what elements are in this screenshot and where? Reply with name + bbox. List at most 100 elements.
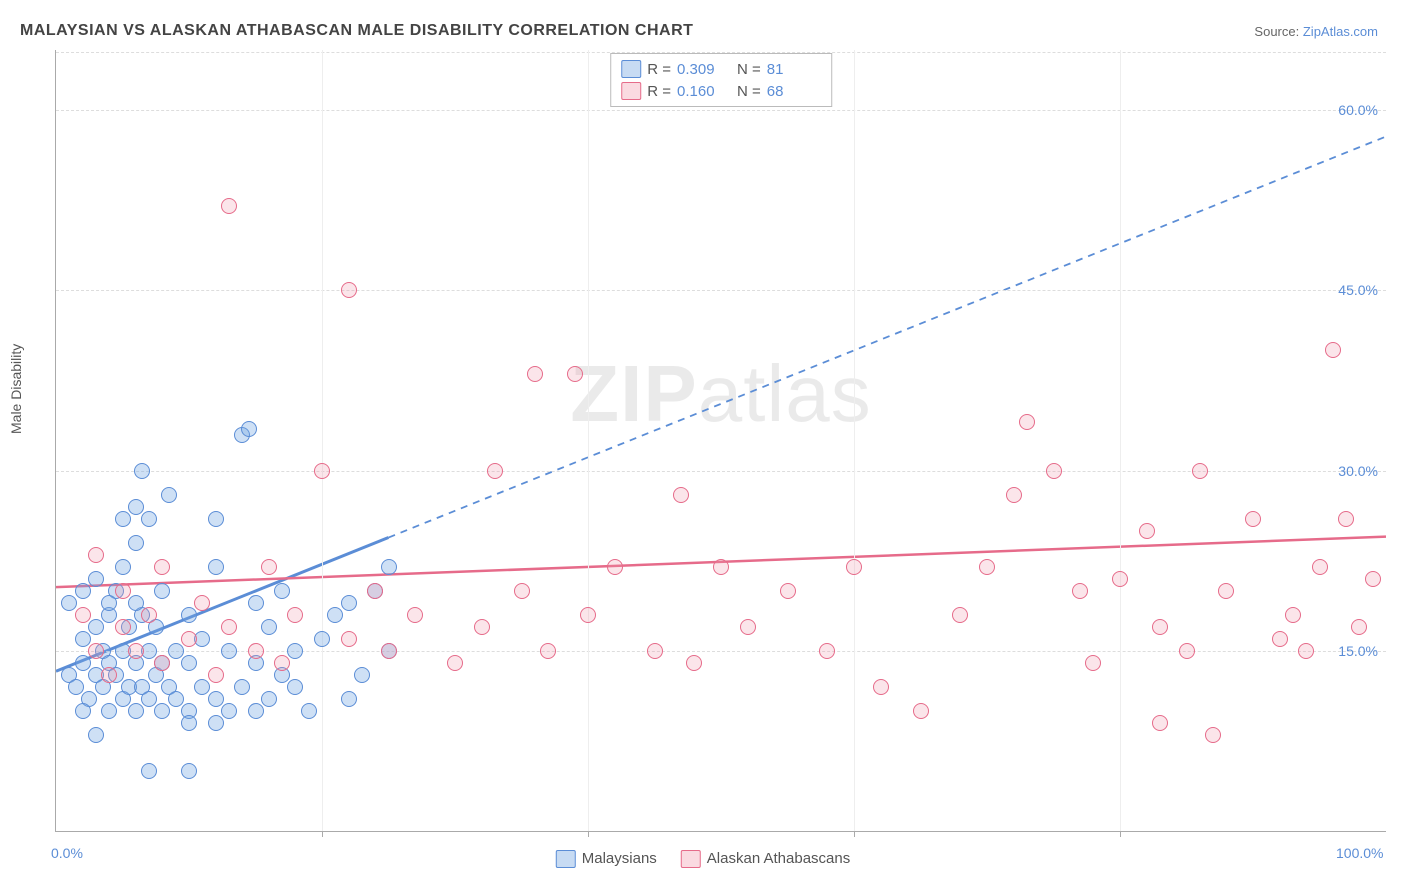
data-point (75, 703, 91, 719)
data-point (208, 559, 224, 575)
data-point (168, 643, 184, 659)
ytick-label: 60.0% (1338, 102, 1378, 118)
data-point (101, 667, 117, 683)
legend-swatch-pink (621, 82, 641, 100)
data-point (341, 282, 357, 298)
legend-item-blue: Malaysians (556, 850, 657, 868)
data-point (1351, 619, 1367, 635)
data-point (780, 583, 796, 599)
data-point (1325, 342, 1341, 358)
data-point (686, 655, 702, 671)
data-point (75, 583, 91, 599)
data-point (208, 715, 224, 731)
data-point (134, 463, 150, 479)
plot-area: ZIPatlas R = 0.309 N = 81 R = 0.160 N = … (55, 50, 1386, 832)
data-point (154, 655, 170, 671)
data-point (1312, 559, 1328, 575)
data-point (287, 607, 303, 623)
data-point (154, 559, 170, 575)
data-point (580, 607, 596, 623)
data-point (540, 643, 556, 659)
legend-item-pink: Alaskan Athabascans (681, 850, 850, 868)
data-point (181, 763, 197, 779)
data-point (1152, 619, 1168, 635)
data-point (314, 463, 330, 479)
data-point (261, 691, 277, 707)
data-point (713, 559, 729, 575)
ytick-label: 15.0% (1338, 643, 1378, 659)
data-point (61, 595, 77, 611)
data-point (248, 703, 264, 719)
data-point (128, 535, 144, 551)
data-point (75, 607, 91, 623)
data-point (101, 595, 117, 611)
data-point (952, 607, 968, 623)
data-point (1285, 607, 1301, 623)
data-point (1298, 643, 1314, 659)
data-point (740, 619, 756, 635)
data-point (341, 631, 357, 647)
data-point (221, 619, 237, 635)
data-point (274, 583, 290, 599)
data-point (115, 619, 131, 635)
data-point (181, 655, 197, 671)
data-point (354, 667, 370, 683)
data-point (1218, 583, 1234, 599)
xtick-label: 0.0% (51, 845, 83, 861)
y-axis-label: Male Disability (8, 344, 24, 434)
watermark: ZIPatlas (570, 348, 871, 440)
data-point (88, 727, 104, 743)
data-point (161, 487, 177, 503)
data-point (75, 631, 91, 647)
data-point (208, 511, 224, 527)
data-point (221, 198, 237, 214)
data-point (367, 583, 383, 599)
data-point (181, 715, 197, 731)
data-point (208, 691, 224, 707)
data-point (115, 511, 131, 527)
data-point (248, 643, 264, 659)
data-point (128, 595, 144, 611)
data-point (607, 559, 623, 575)
data-point (1019, 414, 1035, 430)
data-point (194, 679, 210, 695)
data-point (447, 655, 463, 671)
data-point (873, 679, 889, 695)
data-point (274, 655, 290, 671)
data-point (154, 583, 170, 599)
data-point (647, 643, 663, 659)
data-point (381, 559, 397, 575)
data-point (287, 679, 303, 695)
legend-row-pink: R = 0.160 N = 68 (621, 80, 821, 102)
data-point (221, 643, 237, 659)
data-point (88, 547, 104, 563)
data-point (88, 571, 104, 587)
data-point (1112, 571, 1128, 587)
chart-title: MALAYSIAN VS ALASKAN ATHABASCAN MALE DIS… (20, 22, 693, 40)
data-point (514, 583, 530, 599)
data-point (101, 703, 117, 719)
legend-stats: R = 0.309 N = 81 R = 0.160 N = 68 (610, 53, 832, 107)
data-point (314, 631, 330, 647)
data-point (194, 595, 210, 611)
data-point (115, 559, 131, 575)
data-point (1179, 643, 1195, 659)
data-point (128, 643, 144, 659)
data-point (261, 619, 277, 635)
data-point (341, 595, 357, 611)
data-point (567, 366, 583, 382)
xtick-label: 100.0% (1336, 845, 1383, 861)
data-point (241, 421, 257, 437)
data-point (381, 643, 397, 659)
data-point (88, 643, 104, 659)
gridline-h (56, 110, 1386, 111)
data-point (181, 607, 197, 623)
source-link[interactable]: ZipAtlas.com (1303, 24, 1378, 39)
legend-series: Malaysians Alaskan Athabascans (556, 850, 850, 868)
data-point (673, 487, 689, 503)
data-point (1192, 463, 1208, 479)
data-point (88, 619, 104, 635)
data-point (407, 607, 423, 623)
data-point (168, 691, 184, 707)
data-point (234, 679, 250, 695)
